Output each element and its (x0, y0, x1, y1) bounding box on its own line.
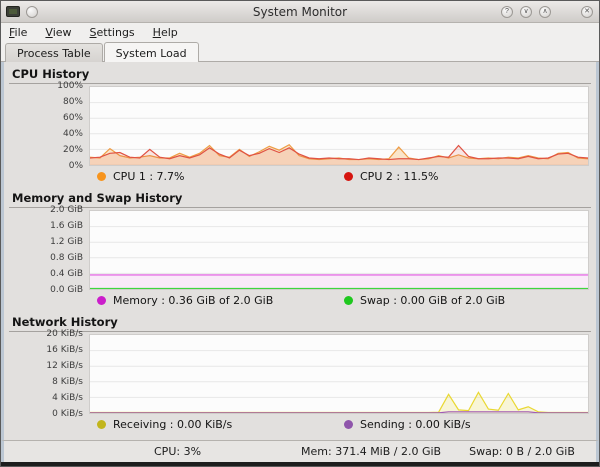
system-load-page: CPU History 100% 80% 60% 40% 20% 0% CPU 1 : 7… (1, 62, 599, 440)
legend-dot-icon (344, 172, 353, 181)
axis-tick-label: 0.4 GiB (50, 269, 83, 279)
memory-swap-chart (89, 210, 589, 290)
menu-view[interactable]: View (45, 26, 72, 39)
statusbar-memory: Mem: 371.4 MiB / 2.0 GiB (301, 445, 442, 458)
titlebar-right-controls: ? ∨ ∧ ✕ (501, 5, 599, 18)
legend-dot-icon (97, 172, 106, 181)
legend-label: CPU 1 : 7.7% (113, 170, 185, 183)
legend-item: Memory : 0.36 GiB of 2.0 GiB (97, 294, 344, 307)
help-button[interactable]: ? (501, 5, 513, 18)
menubar: File View Settings Help (1, 23, 599, 42)
tab-system-load[interactable]: System Load (103, 42, 199, 62)
menu-settings[interactable]: Settings (89, 26, 135, 39)
cpu-history-chart (89, 86, 589, 166)
legend-item: Receiving : 0.00 KiB/s (97, 418, 344, 431)
statusbar-swap: Swap: 0 B / 2.0 GiB (469, 445, 575, 458)
legend-label: Receiving : 0.00 KiB/s (113, 418, 233, 431)
axis-tick-label: 60% (62, 113, 83, 123)
axis-tick-label: 1.2 GiB (50, 237, 83, 247)
minimize-button[interactable]: ∨ (520, 5, 532, 18)
axis-tick-label: 20 KiB/s (46, 329, 83, 339)
axis-tick-label: 8 KiB/s (52, 377, 83, 387)
legend-item: Swap : 0.00 GiB of 2.0 GiB (344, 294, 591, 307)
axis-tick-label: 0.0 GiB (50, 285, 83, 295)
legend-label: CPU 2 : 11.5% (360, 170, 439, 183)
memory-legend: Memory : 0.36 GiB of 2.0 GiB Swap : 0.00 … (9, 290, 591, 311)
tab-process-table[interactable]: Process Table (5, 43, 103, 62)
network-history-section: Network History 20 KiB/s 16 KiB/s 12 KiB/s… (9, 314, 591, 435)
memory-y-axis: 2.0 GiB 1.6 GiB 1.2 GiB 0.8 GiB 0.4 GiB 0.0 G… (9, 205, 89, 295)
axis-tick-label: 80% (62, 97, 83, 107)
legend-dot-icon (97, 420, 106, 429)
legend-item: CPU 2 : 11.5% (344, 170, 591, 183)
legend-dot-icon (344, 296, 353, 305)
legend-dot-icon (344, 420, 353, 429)
memory-chart-row: 2.0 GiB 1.6 GiB 1.2 GiB 0.8 GiB 0.4 GiB 0.0 G… (9, 205, 591, 295)
window-menu-button[interactable] (26, 5, 38, 18)
network-legend: Receiving : 0.00 KiB/s Sending : 0.00 KiB… (9, 414, 591, 435)
cpu-legend: CPU 1 : 7.7% CPU 2 : 11.5% (9, 166, 591, 187)
maximize-button[interactable]: ∧ (539, 5, 551, 18)
network-chart-row: 20 KiB/s 16 KiB/s 12 KiB/s 8 KiB/s 4 KiB/s 0 … (9, 329, 591, 419)
tabbar: Process Table System Load (1, 42, 599, 62)
network-y-axis: 20 KiB/s 16 KiB/s 12 KiB/s 8 KiB/s 4 KiB/s 0 … (9, 329, 89, 419)
close-button[interactable]: ✕ (581, 5, 593, 18)
cpu-history-section: CPU History 100% 80% 60% 40% 20% 0% CPU 1 : 7… (9, 66, 591, 187)
memory-swap-title: Memory and Swap History (9, 190, 591, 208)
titlebar-left-controls (1, 5, 38, 18)
titlebar: System Monitor ? ∨ ∧ ✕ (1, 1, 599, 23)
app-icon (6, 6, 20, 17)
legend-label: Sending : 0.00 KiB/s (360, 418, 471, 431)
axis-tick-label: 16 KiB/s (46, 345, 83, 355)
legend-label: Memory : 0.36 GiB of 2.0 GiB (113, 294, 274, 307)
memory-swap-section: Memory and Swap History 2.0 GiB 1.6 GiB 1.… (9, 190, 591, 311)
axis-tick-label: 0.8 GiB (50, 253, 83, 263)
legend-item: CPU 1 : 7.7% (97, 170, 344, 183)
axis-tick-label: 0% (68, 161, 83, 171)
cpu-y-axis: 100% 80% 60% 40% 20% 0% (9, 81, 89, 171)
axis-tick-label: 100% (57, 81, 83, 91)
window-bottom-edge (1, 462, 599, 466)
menu-help[interactable]: Help (152, 26, 178, 39)
axis-tick-label: 40% (62, 129, 83, 139)
network-history-chart (89, 334, 589, 414)
menu-file[interactable]: File (9, 26, 28, 39)
legend-label: Swap : 0.00 GiB of 2.0 GiB (360, 294, 506, 307)
legend-item: Sending : 0.00 KiB/s (344, 418, 591, 431)
axis-tick-label: 0 KiB/s (52, 409, 83, 419)
cpu-history-title: CPU History (9, 66, 591, 84)
cpu-chart-row: 100% 80% 60% 40% 20% 0% (9, 81, 591, 171)
network-history-title: Network History (9, 314, 591, 332)
axis-tick-label: 20% (62, 145, 83, 155)
legend-dot-icon (97, 296, 106, 305)
axis-tick-label: 2.0 GiB (50, 205, 83, 215)
statusbar-cpu: CPU: 3% (154, 445, 202, 458)
axis-tick-label: 1.6 GiB (50, 221, 83, 231)
axis-tick-label: 12 KiB/s (46, 361, 83, 371)
statusbar: CPU: 3% Mem: 371.4 MiB / 2.0 GiB Swap: 0… (1, 440, 599, 462)
axis-tick-label: 4 KiB/s (52, 393, 83, 403)
